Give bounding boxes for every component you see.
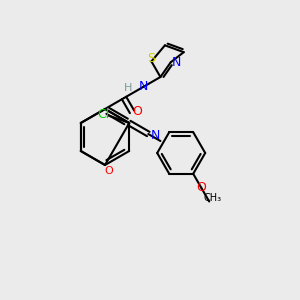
Text: O: O [132,105,142,119]
Text: N: N [138,80,148,94]
Text: CH₃: CH₃ [203,194,221,203]
Text: N: N [151,130,160,142]
Text: O: O [105,166,113,176]
Text: Cl: Cl [98,108,110,121]
Text: S: S [147,52,155,65]
Text: O: O [196,181,206,194]
Text: H: H [123,83,132,94]
Text: N: N [172,56,182,69]
